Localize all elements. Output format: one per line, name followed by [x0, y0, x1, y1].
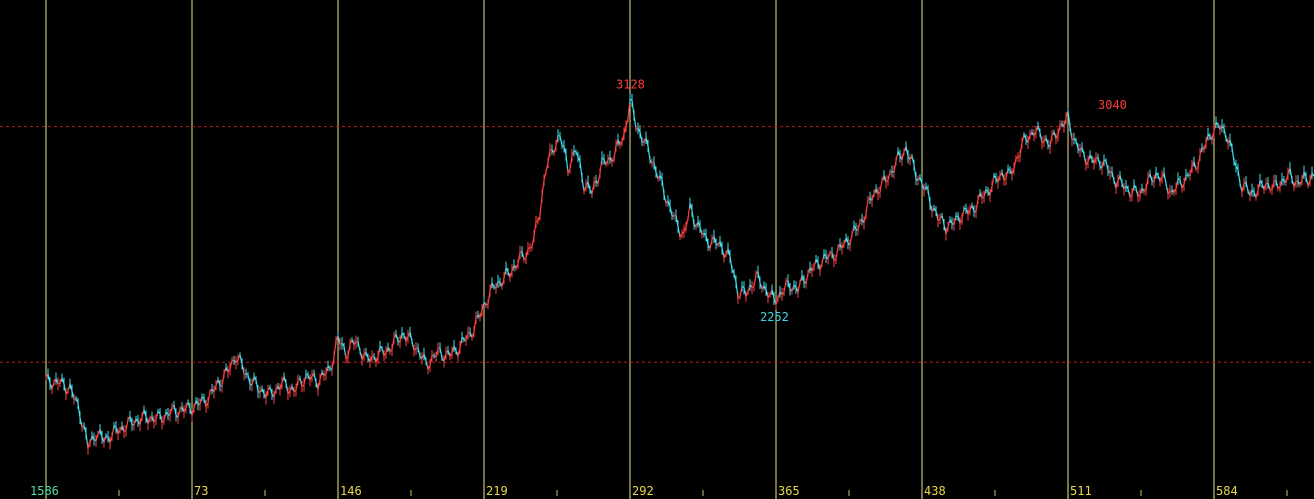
high-annotation: 3040 — [1098, 98, 1127, 112]
high-annotation: 3128 — [616, 78, 645, 92]
x-tick-label: 511 — [1070, 484, 1092, 498]
reference-lines — [0, 126, 1314, 363]
low-annotation: 2252 — [760, 310, 789, 324]
x-tick-label: 219 — [486, 484, 508, 498]
x-tick-label: 1586 — [30, 484, 59, 498]
x-tick-label: 584 — [1216, 484, 1238, 498]
x-axis-ticks: 1586 73 146 219 292 365 438 511 584 — [30, 484, 1288, 498]
grid-layer — [45, 0, 1215, 499]
x-tick-label: 365 — [778, 484, 800, 498]
annotations: 3128 3040 2252 — [616, 78, 1127, 324]
x-tick-label: 73 — [194, 484, 208, 498]
x-tick-label: 146 — [340, 484, 362, 498]
x-tick-label: 292 — [632, 484, 654, 498]
price-series — [45, 93, 1314, 455]
x-tick-label: 438 — [924, 484, 946, 498]
